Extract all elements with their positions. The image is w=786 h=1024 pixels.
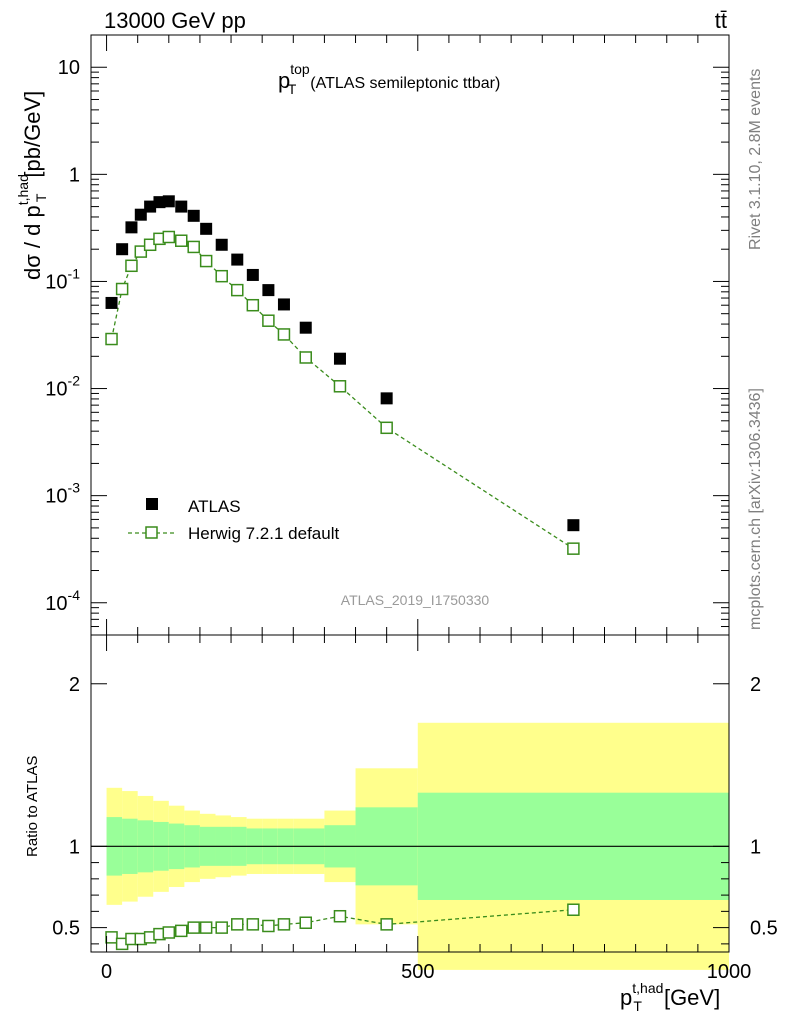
atlas-point: [116, 243, 129, 256]
atlas-point: [380, 392, 393, 405]
header-left: 13000 GeV pp: [104, 8, 246, 33]
header-right: tt̄: [715, 8, 727, 33]
herwig-ratio-point: [246, 918, 260, 931]
herwig-ratio-point: [162, 926, 176, 939]
main-y-tick-labels: 10-4 10-3 10-2 10-1 1 10: [45, 57, 80, 615]
herwig-point: [115, 282, 129, 296]
atlas-point: [153, 196, 166, 209]
x-axis-label: pt,had T [GeV]: [620, 980, 720, 1014]
atlas-point: [215, 238, 228, 251]
herwig-point: [187, 240, 200, 254]
herwig-point: [175, 234, 188, 247]
herwig-point: [277, 328, 291, 341]
herwig-ratio-point: [199, 921, 213, 934]
herwig-point: [105, 332, 118, 346]
atlas-point: [262, 284, 275, 297]
legend-atlas-marker: [146, 498, 158, 510]
atlas-point: [144, 200, 157, 213]
herwig-ratio-point: [299, 916, 312, 929]
ratio-y-tick-label-left: 0.5: [52, 918, 80, 940]
herwig-ratio-point: [262, 919, 275, 933]
ratio-y-tick-label-left: 2: [69, 674, 80, 696]
ratio-y-tick-label-left: 1: [69, 836, 80, 858]
legend-herwig-label: Herwig 7.2.1 default: [188, 524, 339, 543]
herwig-ratio-point: [231, 918, 244, 931]
atlas-point: [299, 321, 312, 334]
herwig-ratio-point: [333, 909, 347, 923]
main-y-tick-label: 1: [69, 164, 80, 186]
herwig-points: [105, 230, 580, 555]
main-y-tick-label: 10: [58, 57, 80, 79]
atlas-point: [231, 253, 244, 266]
main-y-tick-label: 10-1: [45, 265, 80, 293]
y-axis-label: dσ / d pt,had T[pb/GeV]: [15, 91, 49, 280]
analysis-id: ATLAS_2019_I1750330: [341, 592, 490, 608]
ratio-y-tick-label-right: 1: [750, 836, 761, 858]
ratio-x-ticks: 0 500 1000: [101, 635, 751, 983]
herwig-point: [246, 298, 260, 312]
atlas-point: [175, 200, 188, 213]
main-y-ticks: [91, 34, 729, 636]
main-y-tick-label: 10-3: [45, 480, 80, 508]
herwig-point: [380, 421, 393, 435]
ratio-y-ticks: 0.5 0.5 1 1 2 2: [52, 674, 778, 945]
herwig-point: [299, 351, 312, 364]
plot-title: ptop T (ATLAS semileptonic ttbar): [278, 61, 500, 97]
legend-herwig-marker: [145, 526, 158, 539]
x-tick-label: 1000: [707, 961, 752, 983]
herwig-point: [333, 380, 347, 393]
herwig-ratio-point: [175, 924, 188, 938]
herwig-ratio-point: [215, 921, 228, 934]
herwig-ratio-point: [567, 903, 580, 916]
x-tick-label: 0: [101, 961, 112, 983]
herwig-ratio-point: [380, 918, 393, 931]
legend-atlas-label: ATLAS: [188, 497, 241, 516]
main-y-tick-label: 10-2: [45, 373, 80, 401]
herwig-ratio-point: [277, 918, 291, 931]
herwig-point: [231, 283, 244, 297]
herwig-point: [125, 259, 138, 273]
herwig-ratio-point: [105, 931, 118, 944]
ratio-y-tick-label-right: 0.5: [750, 918, 778, 940]
atlas-point: [105, 296, 118, 309]
rivet-label: Rivet 3.1.10, 2.8M events: [747, 69, 764, 250]
herwig-ratio-point: [187, 921, 200, 934]
herwig-point: [567, 542, 580, 555]
main-x-ticks: [106, 35, 730, 635]
herwig-point: [215, 269, 228, 283]
herwig-line: [110, 236, 574, 550]
atlas-point: [277, 298, 290, 311]
herwig-point: [162, 230, 176, 244]
mcplots-label: mcplots.cern.ch [arXiv:1306.3436]: [747, 388, 764, 630]
main-y-tick-label: 10-4: [45, 587, 80, 615]
atlas-point: [125, 221, 138, 234]
atlas-point: [134, 208, 147, 221]
main-panel: 10-4 10-3 10-2 10-1 1 10 ptop T (ATLAS semilept…: [15, 34, 730, 636]
atlas-point: [200, 222, 213, 235]
legend: ATLAS Herwig 7.2.1 default: [128, 497, 339, 543]
atlas-point: [567, 519, 580, 532]
atlas-points: [105, 195, 580, 532]
atlas-point: [187, 209, 200, 222]
ratio-frame: [90, 634, 730, 953]
main-frame: [90, 34, 730, 636]
atlas-point: [162, 195, 175, 208]
x-tick-label: 500: [401, 961, 434, 983]
atlas-point: [333, 352, 346, 365]
herwig-point: [134, 245, 148, 258]
ratio-y-label: Ratio to ATLAS: [24, 756, 41, 857]
atlas-point: [246, 268, 259, 281]
ratio-y-tick-label-right: 2: [750, 674, 761, 696]
herwig-point: [262, 314, 275, 327]
herwig-ratio-points: [105, 903, 580, 951]
ratio-panel: 0.5 0.5 1 1 2 2 0 500 1000 Ratio to ATLAS pt,ha…: [24, 634, 778, 1014]
herwig-point: [199, 254, 213, 268]
